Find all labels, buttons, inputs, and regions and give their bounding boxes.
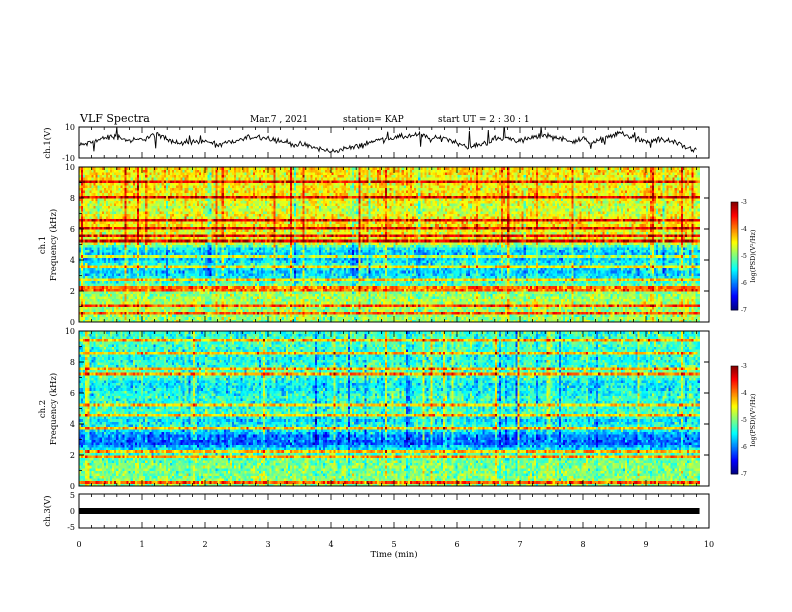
- ch2-spectrogram-colorbar-label: log(PSD)(V²/Hz): [749, 393, 757, 446]
- ch2-spectrogram-cells: [79, 331, 700, 486]
- ch1-spectrogram-ytick-label: 4: [70, 256, 75, 265]
- time-tick-label: 4: [328, 540, 333, 549]
- time-tick-label: 1: [139, 540, 144, 549]
- ch1-spectrogram-channel-label: ch.1: [38, 236, 48, 254]
- ch1-spectrogram-panel: 0 2 4 6 8 10 ch.1 Frequency (kHz) -3 -4 -5 -6 -7 l…: [38, 163, 757, 327]
- header-station: station= KAP: [343, 115, 404, 125]
- time-axis-label: Time (min): [370, 549, 417, 560]
- ch2-spectrogram-ylabel: Frequency (kHz): [48, 373, 59, 445]
- ch1-spectrogram-ytick-label: 6: [70, 225, 75, 234]
- ch3-waveform-ylabel: ch.3(V): [42, 495, 53, 526]
- ch1-ytick-top: 10: [65, 123, 75, 132]
- ch3-ytick-bottom: -5: [67, 523, 75, 532]
- ch1-spectrogram-cells: [79, 167, 700, 322]
- ch2-spectrogram-image: [79, 331, 709, 486]
- ch1-spectrogram-ytick-label: 8: [70, 194, 75, 203]
- ch3-ytick-top: 5: [70, 491, 75, 500]
- ch1-spectrogram-colorbar-tick: -7: [741, 307, 747, 314]
- ch1-colorbar: -3 -4 -5 -6 -7 log(PSD)(V²/Hz): [731, 199, 757, 314]
- time-tick-label: 5: [391, 540, 396, 549]
- time-tick-label: 6: [454, 540, 459, 549]
- time-tick-label: 7: [517, 540, 522, 549]
- ch1-spectrogram-colorbar-tick: -6: [741, 280, 747, 287]
- ch1-spectrogram-ytick-label: 2: [70, 287, 75, 296]
- ch2-spectrogram-colorbar-tick: -3: [741, 363, 747, 370]
- ch2-spectrogram-channel-label: ch.2: [38, 400, 48, 418]
- ch1-spectrogram-colorbar-label: log(PSD)(V²/Hz): [749, 229, 757, 282]
- ch2-spectrogram-panel: 0 2 4 6 8 10 ch.2 Frequency (kHz) -3 -4 -5 -6 -7 l…: [38, 327, 757, 491]
- time-tick-label: 10: [704, 540, 714, 549]
- time-tick-label: 8: [580, 540, 585, 549]
- ch2-spectrogram-ytick-label: 2: [70, 451, 75, 460]
- time-axis-tick-labels: 0 1 2 3 4 5 6 7 8 9 10: [76, 540, 714, 549]
- ch2-spectrogram-colorbar-tick: -7: [741, 471, 747, 478]
- ch1-spectrogram-image: [79, 167, 709, 322]
- ch1-waveform-plot: [79, 125, 696, 153]
- time-tick-label: 3: [265, 540, 270, 549]
- header-start-ut: start UT = 2 : 30 : 1: [438, 115, 530, 125]
- ch2-spectrogram-ytick-label: 0: [70, 482, 75, 491]
- ch1-spectrogram-colorbar-tick: -5: [741, 253, 747, 260]
- ch2-spectrogram-ytick-label: 10: [65, 327, 75, 336]
- ch1-spectrogram-colorbar-tick: -3: [741, 199, 747, 206]
- ch2-spectrogram-ytick-label: 6: [70, 389, 75, 398]
- time-tick-label: 2: [202, 540, 207, 549]
- ch2-spectrogram-ytick-label: 4: [70, 420, 75, 429]
- ch1-spectrogram-ytick-label: 10: [65, 163, 75, 172]
- ch3-ytick-mid: 0: [70, 507, 75, 516]
- time-tick-label: 9: [643, 540, 648, 549]
- ch1-spectrogram-ytick-label: 0: [70, 318, 75, 327]
- figure-title: VLF Spectra: [79, 112, 150, 125]
- ch2-spectrogram-colorbar-tick: -6: [741, 444, 747, 451]
- ch1-ytick-bottom: -10: [62, 154, 75, 163]
- header-date: Mar.7 , 2021: [250, 115, 308, 125]
- ch2-spectrogram-ytick-label: 8: [70, 358, 75, 367]
- ch1-waveform-trace: [79, 125, 696, 153]
- ch2-colorbar: -3 -4 -5 -6 -7 log(PSD)(V²/Hz): [731, 363, 757, 478]
- ch2-spectrogram-colorbar-tick: -4: [741, 390, 747, 397]
- ch1-waveform-ylabel: ch.1(V): [42, 127, 53, 158]
- ch1-spectrogram-ylabel: Frequency (kHz): [48, 209, 59, 281]
- ch2-spectrogram-colorbar-tick: -5: [741, 417, 747, 424]
- time-tick-label: 0: [76, 540, 81, 549]
- ch1-spectrogram-colorbar-tick: -4: [741, 226, 747, 233]
